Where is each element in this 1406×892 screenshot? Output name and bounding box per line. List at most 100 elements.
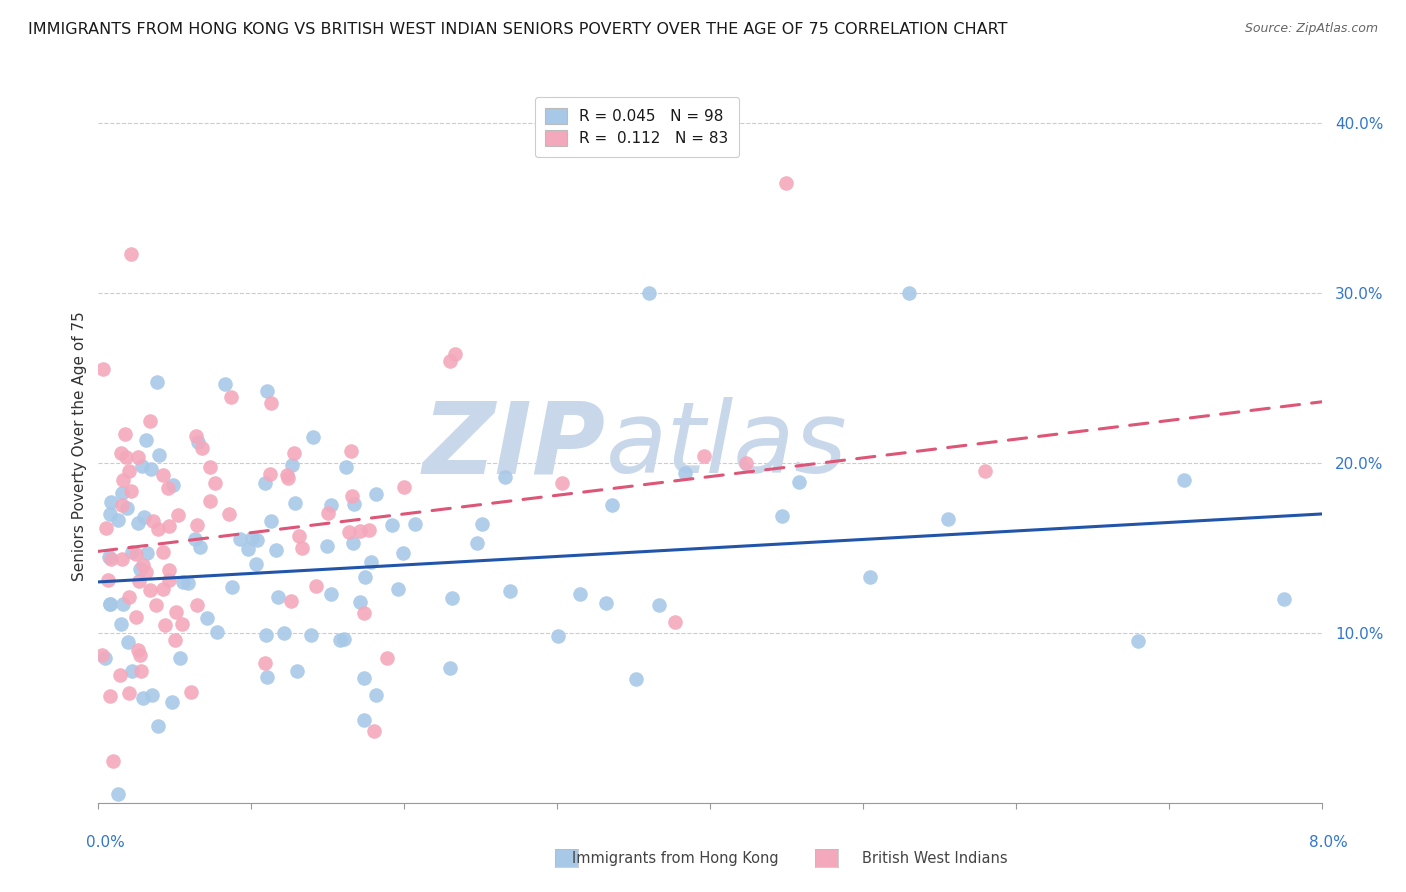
Point [240, 531, 263, 545]
Point [1272, 591, 1295, 606]
Point [787, 475, 810, 489]
Point [253, 656, 276, 670]
Point [157, 574, 180, 588]
Point [188, 540, 211, 554]
Point [124, 610, 146, 624]
Point [245, 557, 267, 571]
Point [142, 514, 165, 528]
Point [94, 651, 117, 665]
Point [775, 176, 797, 190]
Point [357, 523, 380, 537]
Point [186, 598, 208, 612]
Point [162, 478, 184, 492]
Point [329, 633, 352, 648]
Point [897, 286, 920, 301]
Point [94, 521, 117, 535]
Point [157, 563, 180, 577]
Point [264, 543, 287, 558]
Point [128, 562, 150, 576]
Point [280, 593, 302, 607]
Point [305, 579, 328, 593]
Point [152, 582, 174, 596]
Point [134, 509, 156, 524]
Point [364, 688, 387, 702]
Point [156, 481, 179, 495]
Y-axis label: Seniors Poverty Over the Age of 75: Seniors Poverty Over the Age of 75 [72, 311, 87, 581]
Point [97, 573, 120, 587]
Point [112, 597, 135, 611]
Point [254, 628, 277, 642]
Point [332, 632, 354, 646]
Point [152, 468, 174, 483]
Point [281, 458, 304, 473]
Point [439, 354, 461, 368]
Point [157, 519, 180, 533]
Point [111, 485, 134, 500]
Point [218, 507, 240, 521]
Point [98, 507, 121, 521]
Point [131, 458, 153, 473]
Point [974, 465, 997, 479]
Point [115, 450, 138, 465]
Point [1128, 634, 1150, 648]
Point [288, 528, 311, 542]
Point [375, 651, 398, 665]
Point [204, 476, 226, 491]
Point [191, 441, 214, 455]
Text: IMMIGRANTS FROM HONG KONG VS BRITISH WEST INDIAN SENIORS POVERTY OVER THE AGE OF: IMMIGRANTS FROM HONG KONG VS BRITISH WES… [28, 22, 1008, 37]
Point [1173, 473, 1195, 487]
Point [316, 506, 339, 520]
Point [111, 498, 134, 512]
Point [214, 377, 236, 392]
Point [139, 462, 162, 476]
Point [163, 633, 186, 648]
Point [118, 685, 141, 699]
Point [127, 516, 149, 531]
Point [339, 443, 361, 458]
Point [121, 665, 143, 679]
Point [551, 476, 574, 491]
Point [153, 618, 176, 632]
Point [273, 626, 295, 640]
Point [118, 464, 141, 478]
Point [335, 460, 357, 475]
Text: 8.0%: 8.0% [1309, 836, 1348, 850]
Point [381, 518, 404, 533]
Point [127, 450, 149, 464]
Point [353, 713, 375, 727]
Point [135, 546, 157, 560]
Point [229, 532, 252, 546]
Point [114, 427, 136, 442]
Point [259, 467, 281, 482]
Point [770, 509, 793, 524]
Point [152, 545, 174, 559]
Point [132, 558, 155, 572]
Point [319, 499, 342, 513]
Point [117, 591, 139, 605]
Point [343, 497, 366, 511]
Point [246, 533, 269, 547]
Point [340, 489, 363, 503]
Point [316, 539, 339, 553]
Point [135, 433, 157, 447]
Point [569, 587, 592, 601]
Point [162, 694, 184, 708]
Point [595, 596, 617, 610]
Point [200, 459, 222, 474]
Point [110, 446, 132, 460]
Point [299, 628, 322, 642]
Point [285, 664, 308, 678]
Point [177, 575, 200, 590]
Point [169, 651, 191, 665]
Point [111, 473, 134, 487]
Point [138, 583, 160, 598]
Point [120, 484, 142, 499]
Point [439, 661, 461, 675]
Point [145, 376, 167, 390]
Point [98, 597, 121, 611]
Point [256, 384, 278, 399]
Point [664, 615, 686, 629]
Point [602, 498, 624, 512]
Point [127, 643, 149, 657]
Point [145, 599, 167, 613]
